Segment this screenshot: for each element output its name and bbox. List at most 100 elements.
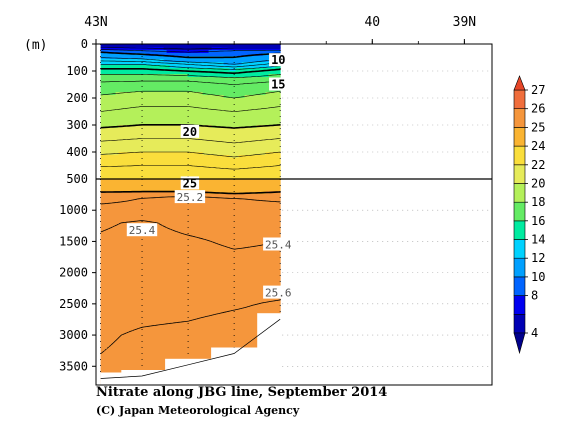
upper-field-cell [202, 152, 267, 156]
contour-label-6: 25.4 [265, 239, 292, 252]
lower-field-cell [100, 344, 281, 348]
upper-field-cell [223, 95, 246, 99]
contour-label-bg-5 [126, 223, 158, 237]
upper-field-cell [100, 47, 165, 51]
colorbar-tick-label-11: 26 [531, 102, 545, 116]
lower-field-cell [100, 248, 281, 252]
lower-field-cell [100, 290, 281, 294]
upper-field-cell [166, 50, 210, 54]
colorbar-segment-9 [513, 145, 526, 166]
lower-field-cell [100, 314, 281, 318]
colorbar-tick-label-5: 16 [531, 214, 545, 228]
upper-field-cell [100, 59, 165, 63]
upper-field-cell [187, 74, 270, 78]
y-tick-label-lower-1: 1500 [59, 234, 88, 248]
seafloor-mask-2 [165, 358, 212, 385]
upper-field-cell [100, 119, 281, 123]
colorbar-segment-3 [513, 257, 526, 278]
contour-label-bg-7 [263, 285, 294, 299]
y-tick-label-lower-4: 3000 [59, 328, 88, 342]
upper-field-cell [100, 155, 231, 159]
lower-field-cell [100, 212, 281, 216]
colorbar-tick-label-3: 12 [531, 251, 545, 265]
lower-field-cell [100, 320, 281, 324]
y-tick-label-upper-4: 400 [66, 145, 88, 159]
upper-contour-6 [100, 47, 281, 50]
colorbar-segment-5 [513, 220, 526, 240]
upper-field-cell [100, 101, 281, 105]
upper-field-cell [100, 50, 168, 54]
lower-field-cell [100, 287, 281, 291]
upper-field-cell [244, 95, 281, 99]
upper-field-cell [100, 62, 225, 66]
colorbar-tick-label-9: 24 [531, 139, 545, 153]
contour-label-bg-1 [269, 77, 288, 91]
lower-field-cell [100, 242, 281, 246]
upper-field-cell [100, 53, 147, 57]
axes-layer: 43N 40 39N 0 100 200 300 400 500 1000 1500 2000 2500… [24, 15, 476, 373]
upper-contour-19 [100, 106, 281, 112]
lower-field-cell [100, 275, 281, 279]
seafloor-mask-0 [100, 372, 122, 385]
upper-field-cell [100, 116, 281, 120]
upper-contour-15 [100, 68, 281, 74]
upper-field-cell [100, 83, 281, 87]
lower-field-cell [100, 338, 281, 342]
contour-label-bg-6 [263, 237, 294, 251]
contour-label-1: 15 [271, 78, 285, 92]
colorbar-segment-8 [513, 164, 526, 184]
colorbar-tick-label-10: 25 [531, 120, 545, 134]
upper-contour-18 [100, 90, 281, 99]
lower-field-cell [100, 230, 281, 234]
y-tick-label-lower-5: 3500 [59, 359, 88, 373]
upper-field-cell [208, 50, 281, 54]
upper-field-cell [223, 62, 243, 66]
contour-label-bg-4 [174, 190, 206, 204]
y-tick-label-upper-2: 200 [66, 91, 88, 105]
colorbar-over-arrow [513, 75, 526, 91]
contour-label-bg-3 [180, 176, 200, 190]
colorbar-segment-0 [513, 313, 526, 334]
lower-field-cell [100, 329, 281, 333]
lower-field-cell [100, 296, 281, 300]
x-tick-label-0: 43N [84, 15, 107, 30]
y-tick-label-upper-1: 100 [66, 64, 88, 78]
lower-field-cell [100, 293, 281, 297]
lower-field-cell [100, 308, 281, 312]
seafloor-mask-4 [257, 313, 282, 385]
upper-field-cell [100, 140, 281, 144]
seafloor-mask-east [280, 180, 492, 384]
lower-field-cell [100, 299, 281, 303]
frame-layer [95, 43, 493, 386]
upper-field-cell [100, 122, 281, 126]
lower-field-cell [100, 353, 281, 357]
upper-field-cell [100, 95, 225, 99]
upper-field-cell [265, 92, 281, 96]
lower-field-cell [100, 302, 281, 306]
upper-field-cell [100, 173, 281, 177]
colorbar: 4 8 10 12 14 16 18 20 22 24 25 26 27 [513, 75, 545, 355]
colorbar-tick-label-7: 20 [531, 177, 545, 191]
contour-label-3: 25 [183, 176, 197, 190]
colorbar-tick-label-2: 10 [531, 270, 545, 284]
upper-field-cell [163, 59, 270, 63]
upper-field-cell [211, 125, 258, 129]
copyright-credit: (C) Japan Meteorological Agency [96, 404, 300, 417]
colorbar-tick-label-12: 27 [531, 83, 545, 97]
contour-label-bg-2 [180, 124, 200, 138]
contour-label-2: 20 [183, 125, 197, 139]
lower-field-cell [100, 278, 281, 282]
upper-field-cell [100, 170, 281, 174]
upper-field-cell [100, 44, 281, 48]
upper-contour-16 [100, 74, 281, 79]
upper-field-cell [100, 71, 281, 75]
lower-field-cell [100, 191, 210, 195]
chart-title: Nitrate along JBG line, September 2014 [96, 385, 388, 400]
upper-field-cell [100, 107, 281, 111]
lower-field-cell [100, 224, 281, 228]
lower-field-cell [100, 218, 281, 222]
upper-contour-21 [100, 138, 281, 144]
upper-field-cell [100, 149, 281, 153]
lower-field-cell [100, 188, 281, 192]
lower-field-cell [100, 347, 281, 351]
